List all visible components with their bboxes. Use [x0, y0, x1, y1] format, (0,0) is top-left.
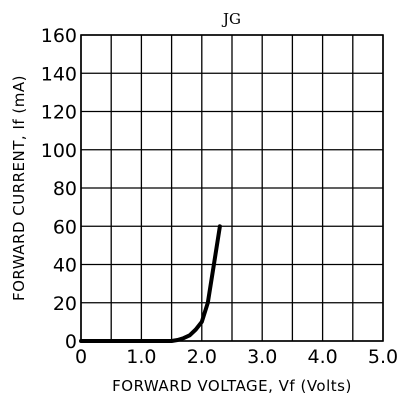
- chart-title: JG: [221, 10, 241, 28]
- y-tick-label-3: 60: [53, 216, 77, 238]
- y-tick-label-8: 160: [41, 25, 77, 47]
- y-tick-label-0: 0: [65, 331, 77, 353]
- x-tick-label-3: 3.0: [247, 346, 277, 368]
- grid: [80, 34, 384, 342]
- series-layer: [79, 224, 222, 343]
- x-tick-label-2: 2.0: [187, 346, 217, 368]
- series-line-0: [79, 224, 222, 343]
- y-tick-label-2: 40: [53, 255, 77, 277]
- y-tick-label-6: 120: [41, 102, 77, 124]
- x-tick-label-1: 1.0: [126, 346, 156, 368]
- tick-labels: 0 20 40 60 80 100 120 140 160 0 1.0 2.0 3.0 4.0 5.0: [41, 25, 398, 368]
- x-tick-label-5: 5.0: [368, 346, 398, 368]
- y-tick-label-5: 100: [41, 140, 77, 162]
- plot-frame: [80, 34, 384, 342]
- y-tick-label-1: 20: [53, 293, 77, 315]
- x-tick-label-0: 0: [75, 346, 87, 368]
- x-axis-label: FORWARD VOLTAGE, Vf (Volts): [112, 377, 352, 395]
- y-tick-label-7: 140: [41, 63, 77, 85]
- y-axis-label: FORWARD CURRENT, If (mA): [10, 75, 28, 301]
- y-tick-label-4: 80: [53, 178, 77, 200]
- x-tick-label-4: 4.0: [307, 346, 337, 368]
